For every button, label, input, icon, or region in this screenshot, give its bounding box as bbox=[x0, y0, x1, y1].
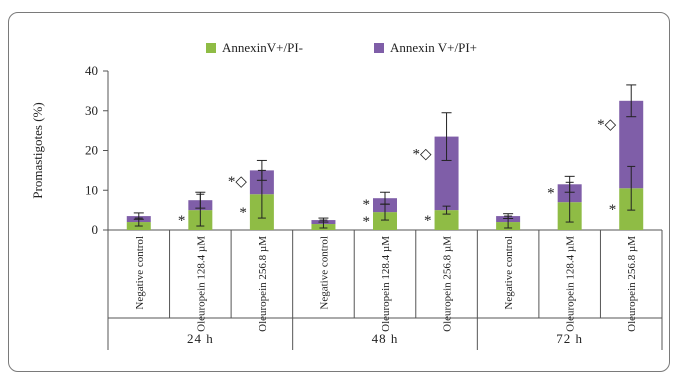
significance-marker: * bbox=[239, 205, 247, 221]
legend-swatch bbox=[374, 43, 384, 53]
y-tick-label: 10 bbox=[85, 182, 98, 197]
bar-segment-annexin-pi-neg bbox=[434, 210, 459, 230]
y-tick-label: 0 bbox=[92, 222, 99, 237]
significance-marker: * bbox=[424, 213, 432, 229]
significance-marker: * bbox=[547, 186, 555, 202]
category-label: Oleuropein 128.4 µM bbox=[380, 236, 392, 332]
stacked-bar-chart: Promastigotes (%) 0 10 20 30 40 Negative contr… bbox=[30, 40, 663, 350]
y-axis-label: Promastigotes (%) bbox=[30, 102, 45, 198]
significance-marker: * bbox=[363, 214, 371, 230]
significance-marker: * bbox=[178, 213, 186, 229]
category-label: Negative control bbox=[134, 236, 146, 310]
y-tick-label: 20 bbox=[85, 143, 98, 158]
legend-label: AnnexinV+/PI- bbox=[222, 40, 303, 55]
y-tick-label: 40 bbox=[85, 63, 98, 78]
group-label: 24 h bbox=[187, 331, 214, 346]
legend-swatch bbox=[206, 43, 216, 53]
bar-segment-annexin-pi-neg bbox=[373, 212, 397, 230]
significance-marker: * bbox=[609, 202, 617, 218]
category-label: Oleuropein 128.4 µM bbox=[565, 236, 577, 332]
significance-marker: *◇ bbox=[228, 174, 248, 190]
legend-label: Annexin V+/PI+ bbox=[390, 40, 477, 55]
significance-marker: *◇ bbox=[597, 117, 617, 133]
significance-marker: * bbox=[363, 197, 371, 213]
group-label: 48 h bbox=[372, 331, 399, 346]
category-label: Negative control bbox=[503, 236, 515, 310]
category-label: Oleuropein 128.4 µM bbox=[195, 236, 207, 332]
category-label: Negative control bbox=[318, 236, 330, 310]
category-label: Oleuropein 256.8 µM bbox=[442, 236, 454, 332]
category-label: Oleuropein 256.8 µM bbox=[626, 236, 638, 332]
y-tick-label: 30 bbox=[85, 103, 98, 118]
group-label: 72 h bbox=[556, 331, 583, 346]
category-label: Oleuropein 256.8 µM bbox=[257, 236, 269, 332]
significance-marker: *◇ bbox=[413, 146, 433, 162]
